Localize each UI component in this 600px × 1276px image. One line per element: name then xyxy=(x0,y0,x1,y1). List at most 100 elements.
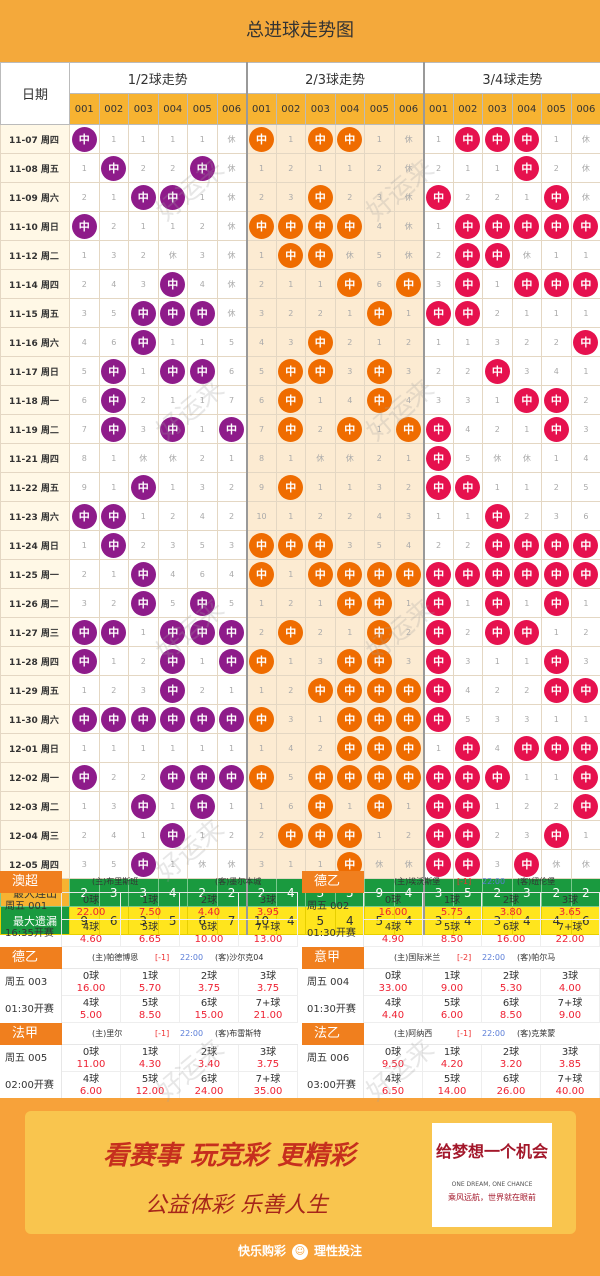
miss-count: 4 xyxy=(570,443,600,473)
odds-option[interactable]: 4球 4.40 xyxy=(364,996,423,1023)
goals-label: 3球 xyxy=(561,971,579,982)
trend-cell: 中 xyxy=(275,820,307,850)
odds-option[interactable]: 2球 5.30 xyxy=(482,969,541,996)
odds-option[interactable]: 5球 8.50 xyxy=(121,996,180,1023)
odds-option[interactable]: 6球 26.00 xyxy=(482,1072,541,1099)
odds-option[interactable]: 5球 14.00 xyxy=(423,1072,482,1099)
hit-ball: 中 xyxy=(455,300,481,326)
goals-label: 7+球 xyxy=(557,998,583,1009)
trend-row: 11-14 周四 2 4 3 中 4 休 2 1 1 中 6 中 3 中 1 中中中 xyxy=(0,269,600,299)
match-card[interactable]: 法乙 (主)阿纳西 [-1] 22:00 (客)克莱蒙 周五 006 03:00开赛 0球 9.… xyxy=(302,1023,600,1099)
match-number: 周五 001 xyxy=(5,901,48,912)
league-badge: 法乙 xyxy=(302,1023,364,1045)
odds-option[interactable]: 0球 16.00 xyxy=(364,893,423,920)
miss-count: 2 xyxy=(393,472,425,502)
odds-option[interactable]: 4球 4.60 xyxy=(62,920,121,947)
odds-option[interactable]: 5球 6.00 xyxy=(423,996,482,1023)
odds-option[interactable]: 3球 3.75 xyxy=(239,1045,298,1072)
hit-ball: 中 xyxy=(543,677,569,703)
trend-cell: 中 xyxy=(452,211,484,241)
match-card[interactable]: 德乙 (主)埃沃斯堡 [-1] 22:00 (客)纽伦堡 周五 002 01:30开赛 0球 1… xyxy=(302,871,600,947)
odds-option[interactable]: 3球 4.00 xyxy=(541,969,600,996)
odds-option[interactable]: 6球 10.00 xyxy=(180,920,239,947)
hit-ball: 中 xyxy=(455,764,481,790)
odds-option[interactable]: 3球 3.95 xyxy=(239,893,298,920)
miss-count: 1 xyxy=(482,791,513,821)
odds-option[interactable]: 7+球 9.00 xyxy=(541,996,600,1023)
trend-cell: 中 xyxy=(98,414,129,444)
miss-count: 2 xyxy=(98,211,129,241)
miss-count: 2 xyxy=(69,182,100,212)
trend-cell: 中 xyxy=(245,211,277,241)
odds-option[interactable]: 4球 4.90 xyxy=(364,920,423,947)
odds-option[interactable]: 1球 4.20 xyxy=(423,1045,482,1072)
miss-count: 1 xyxy=(69,733,100,763)
hit-ball: 中 xyxy=(249,764,275,790)
odds-option[interactable]: 7+球 13.00 xyxy=(239,920,298,947)
miss-count: 2 xyxy=(275,675,307,705)
match-card[interactable]: 澳超 (主)布里斯班 (客)墨尔本城 周五 001 16:35开赛 0球 22.00 1球 7.… xyxy=(0,871,298,947)
match-card[interactable]: 意甲 (主)国际米兰 [-2] 22:00 (客)帕尔马 周五 004 01:30开赛 0球 3… xyxy=(302,947,600,1023)
hit-ball: 中 xyxy=(573,532,599,558)
kickoff-time: 01:30开赛 xyxy=(5,1004,54,1015)
odds-option[interactable]: 6球 8.50 xyxy=(482,996,541,1023)
odds-option[interactable]: 2球 4.40 xyxy=(180,893,239,920)
odds-option[interactable]: 0球 16.00 xyxy=(62,969,121,996)
odds-option[interactable]: 0球 22.00 xyxy=(62,893,121,920)
odds-option[interactable]: 7+球 35.00 xyxy=(239,1072,298,1099)
odds-option[interactable]: 6球 15.00 xyxy=(180,996,239,1023)
odds-option[interactable]: 2球 3.80 xyxy=(482,893,541,920)
odds-option[interactable]: 4球 5.00 xyxy=(62,996,121,1023)
odds-option[interactable]: 4球 6.00 xyxy=(62,1072,121,1099)
trend-row: 11-07 周四中 1 1 1 1 休中 1 中中 1 休 1 中中中 1 休 xyxy=(0,124,600,154)
odds-option[interactable]: 3球 3.65 xyxy=(541,893,600,920)
odds-option[interactable]: 6球 16.00 xyxy=(482,920,541,947)
odds-option[interactable]: 0球 11.00 xyxy=(62,1045,121,1072)
miss-count: 1 xyxy=(128,124,159,154)
hit-ball: 中 xyxy=(543,822,569,848)
odds-option[interactable]: 2球 3.40 xyxy=(180,1045,239,1072)
odds-option[interactable]: 3球 3.85 xyxy=(541,1045,600,1072)
trend-row: 11-24 周日 1 中 2 3 5 3 中中中 3 5 4 2 2 中中中中 xyxy=(0,530,600,560)
odds-option[interactable]: 7+球 40.00 xyxy=(541,1072,600,1099)
odds-option[interactable]: 7+球 22.00 xyxy=(541,920,600,947)
miss-count: 1 xyxy=(157,472,188,502)
miss-count: 1 xyxy=(422,733,454,763)
goals-label: 3球 xyxy=(259,971,277,982)
hit-ball: 中 xyxy=(573,271,599,297)
hit-ball: 中 xyxy=(426,793,452,819)
odds-option[interactable]: 1球 9.00 xyxy=(423,969,482,996)
odds-option[interactable]: 5球 8.50 xyxy=(423,920,482,947)
odds-option[interactable]: 1球 4.30 xyxy=(121,1045,180,1072)
kickoff-time: 01:30开赛 xyxy=(307,1004,356,1015)
odds-option[interactable]: 1球 5.70 xyxy=(121,969,180,996)
issue-number-header: 005 xyxy=(364,93,395,125)
row-date: 12-04 周三 xyxy=(0,820,70,850)
hit-ball: 中 xyxy=(514,619,540,645)
odds-option[interactable]: 2球 3.20 xyxy=(482,1045,541,1072)
trend-cell: 中 xyxy=(275,414,307,444)
trend-row: 11-08 周五 1 中 2 2 中休 1 2 1 1 2 休 2 1 1 中 2 休 xyxy=(0,153,600,183)
miss-count: 2 xyxy=(541,327,572,357)
odds-option[interactable]: 0球 9.50 xyxy=(364,1045,423,1072)
miss-count: 3 xyxy=(69,588,100,618)
odds-option[interactable]: 3球 3.75 xyxy=(239,969,298,996)
trend-row: 11-15 周五 3 5 中中中休 3 2 2 1 中 1 中中 2 1 1 1 xyxy=(0,298,600,328)
miss-count: 1 xyxy=(541,124,572,154)
miss-count: 6 xyxy=(69,385,100,415)
odds-value: 10.00 xyxy=(194,934,224,945)
odds-option[interactable]: 1球 5.75 xyxy=(423,893,482,920)
match-card[interactable]: 德乙 (主)帕德博恩 [-1] 22:00 (客)沙尔克04 周五 003 01:30开赛 0… xyxy=(0,947,298,1023)
odds-option[interactable]: 5球 6.65 xyxy=(121,920,180,947)
hit-ball: 中 xyxy=(573,677,599,703)
match-card[interactable]: 法甲 (主)里尔 [-1] 22:00 (客)布雷斯特 周五 005 02:00开赛 0球 11… xyxy=(0,1023,298,1099)
hit-ball: 中 xyxy=(484,764,510,790)
odds-option[interactable]: 7+球 21.00 xyxy=(239,996,298,1023)
odds-option[interactable]: 1球 7.50 xyxy=(121,893,180,920)
odds-option[interactable]: 2球 3.75 xyxy=(180,969,239,996)
trend-cell: 中 xyxy=(187,762,218,792)
footer-right-text: 理性投注 xyxy=(314,1244,363,1258)
trend-cell: 中 xyxy=(187,617,218,647)
miss-count: 9 xyxy=(69,472,100,502)
odds-option[interactable]: 0球 33.00 xyxy=(364,969,423,996)
